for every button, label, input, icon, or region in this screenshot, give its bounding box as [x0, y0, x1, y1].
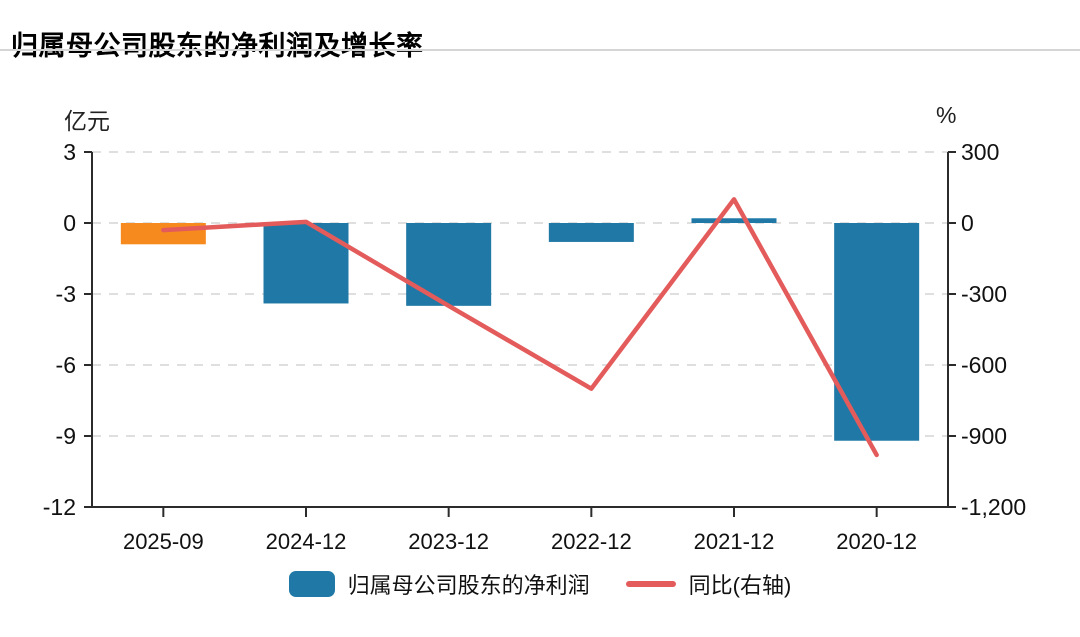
bar-2023-12[interactable] [406, 223, 492, 306]
y-right-tick-label: -1,200 [961, 494, 1026, 520]
legend-label-yoy: 同比(右轴) [688, 573, 792, 598]
x-axis-label-2023-12: 2023-12 [408, 529, 489, 554]
legend-label-net-profit: 归属母公司股东的净利润 [347, 573, 590, 598]
bar-2020-12[interactable] [834, 223, 920, 441]
y-right-tick-label: -900 [961, 423, 1007, 449]
y-left-tick-label: -12 [43, 494, 76, 520]
legend-item-yoy[interactable]: 同比(右轴) [625, 568, 792, 600]
y-left-tick-label: -9 [56, 423, 76, 449]
y-right-tick-label: -300 [961, 281, 1007, 307]
y-left-tick-label: 0 [63, 210, 76, 236]
x-axis-label-2022-12: 2022-12 [551, 529, 632, 554]
y-left-tick-label: 3 [63, 139, 76, 165]
x-axis-label-2020-12: 2020-12 [836, 529, 917, 554]
bar-2024-12[interactable] [263, 223, 349, 304]
line-series-swatch [625, 581, 676, 587]
bar-2022-12[interactable] [548, 223, 634, 242]
bar-2021-12[interactable] [691, 218, 777, 223]
x-axis-label-2021-12: 2021-12 [694, 529, 775, 554]
x-axis-label-2025-09: 2025-09 [123, 529, 204, 554]
title-divider [0, 49, 1080, 51]
left-axis-unit-label: 亿元 [64, 108, 110, 134]
legend-item-net-profit[interactable]: 归属母公司股东的净利润 [288, 568, 590, 600]
y-left-tick-label: -6 [56, 352, 76, 378]
page-title: 归属母公司股东的净利润及增长率 [11, 31, 424, 62]
y-right-tick-label: -600 [961, 352, 1007, 378]
bar-series-swatch [288, 571, 335, 597]
x-axis-label-2024-12: 2024-12 [266, 529, 347, 554]
yoy-line[interactable] [161, 197, 879, 458]
y-right-tick-label: 300 [961, 139, 999, 165]
y-right-tick-label: 0 [961, 210, 974, 236]
chart-legend: 归属母公司股东的净利润 同比(右轴) [0, 568, 1080, 600]
y-left-tick-label: -3 [56, 281, 76, 307]
right-axis-unit-label: % [936, 102, 957, 128]
